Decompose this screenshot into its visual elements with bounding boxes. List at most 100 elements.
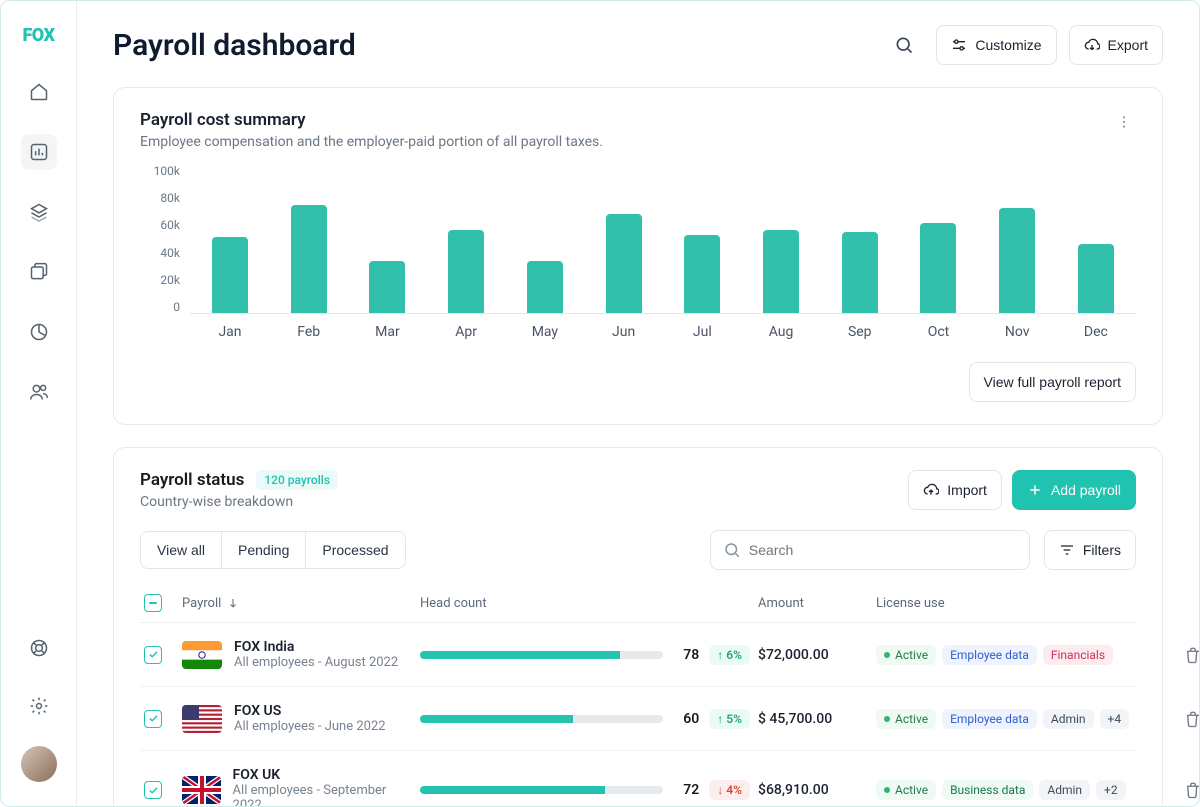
license-more-pill[interactable]: +4 (1100, 709, 1130, 729)
chart-bar (527, 261, 563, 313)
ticket-icon (29, 262, 49, 282)
chart-bar (369, 261, 405, 313)
home-icon (29, 82, 49, 102)
nav-support[interactable] (21, 630, 57, 666)
chart-bar (606, 214, 642, 313)
export-label: Export (1108, 37, 1148, 53)
row-detail: All employees - August 2022 (234, 655, 398, 670)
cloud-upload-icon (923, 482, 939, 498)
delete-row-button[interactable] (1184, 710, 1199, 728)
nav-reports[interactable] (21, 314, 57, 350)
x-tick: Mar (357, 324, 417, 340)
flag-icon (182, 705, 222, 733)
select-all-checkbox[interactable] (144, 594, 162, 612)
col-license: License use (876, 596, 1136, 611)
tab-processed[interactable]: Processed (306, 532, 404, 568)
nav-layers[interactable] (21, 194, 57, 230)
status-card: Payroll status 120 payrolls Country-wise… (113, 447, 1163, 806)
col-payroll[interactable]: Payroll (182, 596, 221, 611)
flag-icon (182, 776, 221, 804)
page-title: Payroll dashboard (113, 28, 356, 63)
row-checkbox[interactable] (144, 781, 162, 799)
summary-title: Payroll cost summary (140, 110, 603, 130)
status-title: Payroll status (140, 470, 244, 490)
nav-analytics[interactable] (21, 134, 57, 170)
row-checkbox[interactable] (144, 710, 162, 728)
status-count-badge: 120 payrolls (256, 470, 338, 490)
license-pill: Employee data (942, 709, 1037, 729)
summary-card: Payroll cost summary Employee compensati… (113, 87, 1163, 425)
amount-value: $68,910.00 (758, 782, 868, 798)
license-cell: ActiveBusiness dataAdmin+2 (876, 780, 1136, 800)
life-buoy-icon (29, 638, 49, 658)
summary-menu-button[interactable] (1112, 110, 1136, 150)
x-tick: Dec (1066, 324, 1126, 340)
filters-button[interactable]: Filters (1044, 530, 1136, 570)
license-pill: Admin (1043, 709, 1094, 729)
layers-icon (29, 202, 49, 222)
tab-view-all[interactable]: View all (141, 532, 222, 568)
search-input[interactable] (749, 542, 1017, 558)
sort-desc-icon (227, 597, 239, 609)
search-input-wrap[interactable] (710, 530, 1030, 570)
plus-icon (1027, 482, 1043, 498)
table-row: FOX India All employees - August 2022 78… (140, 623, 1136, 687)
license-more-pill[interactable]: +2 (1096, 780, 1126, 800)
view-report-label: View full payroll report (984, 374, 1121, 390)
license-pill: Active (876, 709, 936, 729)
x-tick: Feb (279, 324, 339, 340)
user-avatar[interactable] (21, 746, 57, 782)
row-detail: All employees - June 2022 (234, 719, 386, 734)
x-tick: Nov (987, 324, 1047, 340)
license-pill: Business data (942, 780, 1033, 800)
page-header: Payroll dashboard Customize Export (113, 25, 1163, 65)
row-detail: All employees - September 2022 (233, 783, 412, 806)
row-name: FOX UK (233, 767, 412, 783)
headcount-bar (420, 651, 663, 659)
add-payroll-label: Add payroll (1051, 482, 1121, 498)
headcount-delta: ↑ 5% (709, 709, 750, 729)
brand-logo: FOX (22, 25, 54, 46)
nav-documents[interactable] (21, 254, 57, 290)
chart-x-axis: JanFebMarAprMayJunJulAugSepOctNovDec (140, 324, 1136, 340)
headcount-value: 60 (673, 711, 699, 727)
view-report-button[interactable]: View full payroll report (969, 362, 1136, 402)
nav-people[interactable] (21, 374, 57, 410)
sliders-icon (951, 37, 967, 53)
license-cell: Active Employee data Admin +4 (876, 709, 1136, 729)
col-amount: Amount (758, 596, 868, 611)
x-tick: May (515, 324, 575, 340)
license-pill: Admin (1039, 780, 1090, 800)
row-checkbox[interactable] (144, 646, 162, 664)
pie-chart-icon (29, 322, 49, 342)
import-button[interactable]: Import (908, 470, 1002, 510)
y-tick: 60k (160, 218, 180, 232)
export-button[interactable]: Export (1069, 25, 1163, 65)
filter-icon (1059, 542, 1075, 558)
headcount-delta: ↓ 4% (709, 780, 750, 800)
chart-bar (999, 208, 1035, 313)
trash-icon (1184, 781, 1199, 799)
chart-y-axis: 100k80k60k40k20k0 (140, 164, 190, 314)
chart-bar (291, 205, 327, 313)
headcount-bar (420, 786, 663, 794)
filters-label: Filters (1083, 542, 1121, 558)
table-row: FOX UK All employees - September 2022 72… (140, 751, 1136, 806)
license-pill: Active (876, 645, 936, 665)
main-content: Payroll dashboard Customize Export Payro… (77, 1, 1199, 806)
nav-settings[interactable] (21, 688, 57, 724)
summary-chart: 100k80k60k40k20k0 JanFebMarAprMayJunJulA… (140, 164, 1136, 340)
add-payroll-button[interactable]: Add payroll (1012, 470, 1136, 510)
y-tick: 80k (160, 191, 180, 205)
nav-home[interactable] (21, 74, 57, 110)
delete-row-button[interactable] (1184, 781, 1199, 799)
tab-pending[interactable]: Pending (222, 532, 306, 568)
chart-bar (212, 237, 248, 313)
chart-bars (190, 164, 1136, 314)
col-headcount: Head count (420, 596, 750, 611)
search-button[interactable] (884, 25, 924, 65)
customize-button[interactable]: Customize (936, 25, 1056, 65)
delete-row-button[interactable] (1184, 646, 1199, 664)
headcount-value: 78 (673, 647, 699, 663)
x-tick: Oct (908, 324, 968, 340)
